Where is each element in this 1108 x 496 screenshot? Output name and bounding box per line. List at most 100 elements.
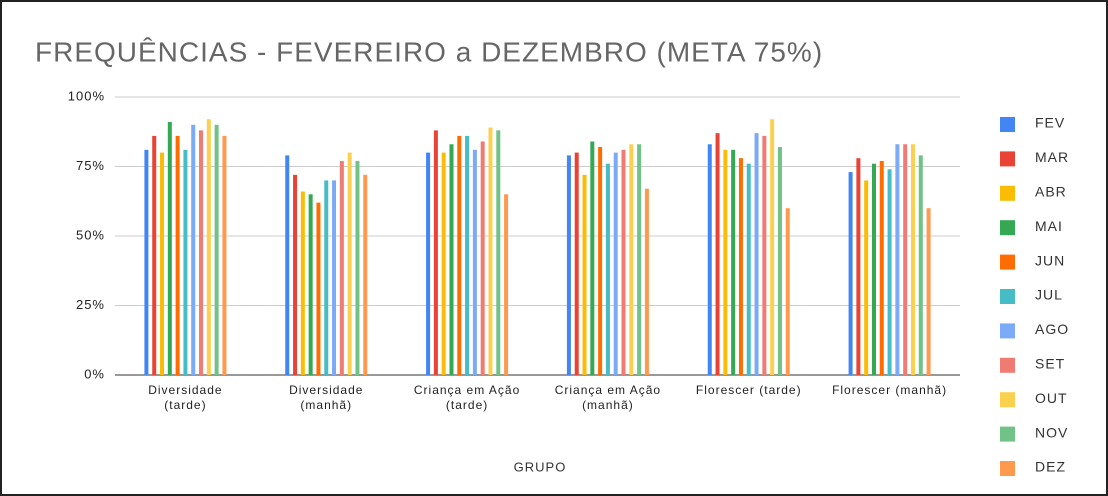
bar (175, 135, 180, 375)
bar (926, 208, 931, 375)
bar (723, 149, 728, 375)
x-tick-label: Criança em Ação (manhã) (554, 383, 662, 412)
y-tick-label: 0% (84, 366, 105, 381)
bar (324, 180, 329, 375)
y-tick-label: 100% (68, 88, 105, 103)
bar (167, 122, 172, 376)
legend-swatch (1000, 461, 1015, 476)
legend-label: FEV (1035, 115, 1065, 131)
bar (316, 202, 321, 375)
bar (465, 135, 470, 375)
legend-swatch (1000, 117, 1015, 132)
bar (355, 160, 360, 375)
bar (770, 119, 775, 376)
bar (879, 160, 884, 375)
legend-swatch (1000, 289, 1015, 304)
bar (308, 194, 313, 375)
bar (621, 149, 626, 375)
y-tick-label: 75% (76, 158, 105, 173)
bar (144, 149, 149, 375)
bar (887, 169, 892, 375)
legend-swatch (1000, 254, 1015, 270)
bar (496, 130, 501, 375)
bar (777, 147, 782, 375)
bar (183, 149, 188, 375)
bar (457, 135, 462, 375)
legend-label: DEZ (1035, 459, 1066, 475)
legend-swatch (1000, 323, 1015, 339)
bar (504, 194, 509, 375)
bar (864, 180, 869, 375)
bar (426, 152, 431, 375)
bar (441, 152, 446, 375)
bar (598, 147, 603, 375)
bar (856, 158, 861, 375)
bar (488, 127, 493, 375)
legend-swatch (1000, 151, 1015, 167)
bar (605, 163, 610, 375)
bar (480, 141, 485, 375)
legend-label: AGO (1035, 321, 1069, 337)
bar (707, 144, 712, 375)
bar (199, 130, 204, 375)
bar (449, 144, 454, 375)
bar (644, 188, 649, 375)
bar (848, 172, 853, 375)
legend-label: NOV (1035, 424, 1068, 440)
bar (152, 135, 157, 375)
bar (300, 191, 305, 375)
legend-swatch (1000, 426, 1015, 442)
legend-swatch (1000, 357, 1015, 373)
legend-label: JUL (1035, 287, 1063, 303)
bar (637, 144, 642, 375)
x-tick-label: Florescer (tarde) (695, 383, 802, 397)
legend-label: MAR (1035, 149, 1069, 165)
x-tick-label: Diversidade (tarde) (148, 383, 223, 412)
bar (762, 135, 767, 375)
bar (629, 144, 634, 375)
bar (472, 149, 477, 375)
bar (160, 152, 165, 375)
bar (433, 130, 438, 375)
bar (574, 152, 579, 375)
bar (715, 133, 720, 375)
legend-label: OUT (1035, 390, 1068, 406)
legend-label: SET (1035, 356, 1065, 372)
bar (191, 124, 196, 375)
bar (347, 152, 352, 375)
legend-label: JUN (1035, 252, 1065, 268)
bar (613, 152, 618, 375)
bar (214, 124, 219, 375)
bar (206, 119, 211, 376)
bar (871, 163, 876, 375)
bar (293, 174, 298, 375)
bar (339, 160, 344, 375)
x-axis-label: GRUPO (514, 459, 567, 474)
legend-label: ABR (1035, 184, 1067, 200)
x-tick-label: Criança em Ação (tarde) (413, 383, 521, 412)
bar (731, 149, 736, 375)
y-tick-label: 25% (76, 297, 105, 312)
bar (918, 155, 923, 375)
bar (285, 155, 290, 375)
bar (910, 144, 915, 375)
bar (746, 163, 751, 375)
legend-swatch (1000, 392, 1015, 408)
bar (582, 174, 587, 375)
bar (332, 180, 337, 375)
legend-swatch (1000, 185, 1015, 201)
legend-label: MAI (1035, 218, 1063, 234)
bar (895, 144, 900, 375)
x-tick-label: Diversidade (manhã) (289, 383, 364, 412)
bar (903, 144, 908, 375)
legend-swatch (1000, 220, 1015, 236)
bar (566, 155, 571, 375)
bar (590, 141, 595, 375)
bar (363, 174, 368, 375)
x-tick-label: Florescer (manhã) (832, 383, 948, 397)
chart-title: FREQUÊNCIAS - FEVEREIRO a DEZEMBRO (META… (35, 36, 823, 67)
bar (738, 158, 743, 375)
